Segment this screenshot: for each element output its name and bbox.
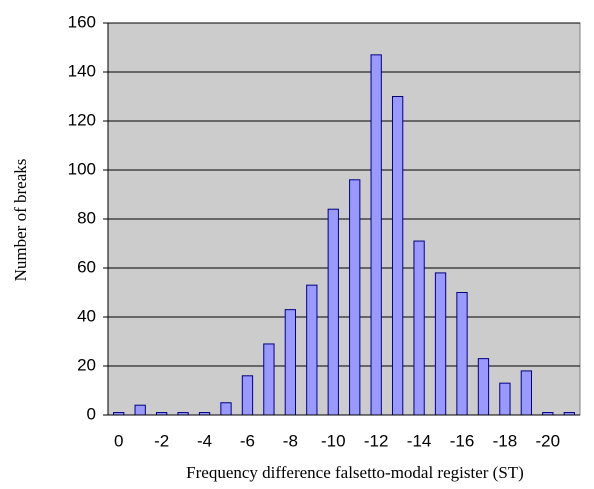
y-tick-label: 160 <box>68 12 96 31</box>
x-tick-label: -14 <box>407 431 432 450</box>
bar <box>349 179 361 416</box>
bar <box>499 382 511 416</box>
x-tick-label: -12 <box>364 431 389 450</box>
y-tick-label: 20 <box>77 355 96 374</box>
x-tick-label: -6 <box>240 431 255 450</box>
bar <box>327 208 339 416</box>
x-tick-label: -4 <box>197 431 212 450</box>
x-tick-label: -10 <box>321 431 346 450</box>
bar <box>134 404 146 416</box>
bar <box>413 240 425 416</box>
bar <box>284 309 297 416</box>
bar <box>456 292 468 416</box>
bar <box>391 96 404 416</box>
bar <box>370 54 382 416</box>
x-tick-label: -8 <box>283 431 298 450</box>
y-tick-label: 100 <box>68 159 96 178</box>
x-axis-title: Frequency difference falsetto-modal regi… <box>186 463 524 482</box>
bar <box>434 272 447 416</box>
bar <box>263 343 275 416</box>
y-axis-title: Number of breaks <box>11 159 30 282</box>
y-tick-label: 0 <box>87 404 96 423</box>
bar <box>306 284 318 416</box>
y-tick-label: 140 <box>68 61 96 80</box>
x-tick-label: -16 <box>450 431 475 450</box>
y-tick-label: 60 <box>77 257 96 276</box>
x-tick-label: -18 <box>493 431 518 450</box>
y-tick-label: 40 <box>77 306 96 325</box>
bar <box>520 370 533 416</box>
bar <box>477 358 490 416</box>
x-tick-label: 0 <box>114 431 123 450</box>
x-tick-label: -2 <box>154 431 169 450</box>
bar <box>241 375 254 416</box>
y-tick-label: 80 <box>77 208 96 227</box>
x-tick-label: -20 <box>536 431 561 450</box>
y-tick-label: 120 <box>68 110 96 129</box>
bar <box>220 402 232 416</box>
